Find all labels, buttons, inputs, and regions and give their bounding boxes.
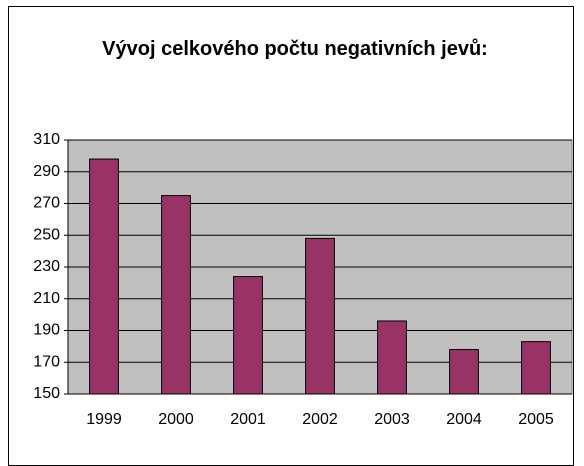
bar bbox=[89, 158, 119, 395]
y-tick-label: 230 bbox=[33, 258, 60, 275]
y-tick-label: 210 bbox=[33, 290, 60, 307]
bar bbox=[449, 349, 479, 395]
y-tick-label: 310 bbox=[33, 131, 60, 148]
bar bbox=[521, 341, 551, 395]
x-tick-label: 1999 bbox=[86, 411, 122, 428]
y-tick-label: 250 bbox=[33, 226, 60, 243]
y-tick-label: 270 bbox=[33, 195, 60, 212]
x-tick-label: 2005 bbox=[518, 411, 554, 428]
y-tick-label: 150 bbox=[33, 385, 60, 402]
y-tick-label: 190 bbox=[33, 322, 60, 339]
bar bbox=[233, 276, 263, 395]
bar bbox=[161, 195, 191, 395]
bar bbox=[305, 237, 335, 395]
x-tick-label: 2004 bbox=[446, 411, 482, 428]
y-tick-label: 290 bbox=[33, 163, 60, 180]
chart-title: Vývoj celkového počtu negativních jevů: bbox=[102, 38, 488, 60]
x-tick-label: 2000 bbox=[158, 411, 194, 428]
x-tick-label: 2001 bbox=[230, 411, 266, 428]
page: Vývoj celkového počtu negativních jevů: … bbox=[8, 6, 574, 466]
x-tick-label: 2002 bbox=[302, 411, 338, 428]
bar bbox=[377, 320, 407, 395]
x-tick-label: 2003 bbox=[374, 411, 410, 428]
chart: 150 170 190 210 230 250 270 290 310 1999 2000 2001 2… bbox=[33, 131, 573, 428]
y-tick-label: 170 bbox=[33, 353, 60, 370]
